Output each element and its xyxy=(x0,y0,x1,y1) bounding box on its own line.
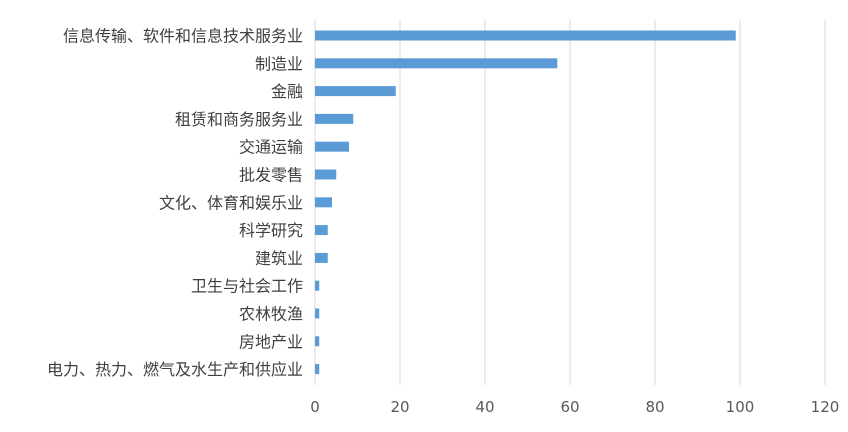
bar-9 xyxy=(315,280,320,291)
bar-1 xyxy=(315,58,558,69)
category-label: 信息传输、软件和信息技术服务业 xyxy=(63,27,303,46)
bar-0 xyxy=(315,30,736,41)
x-tick-labels: 0 20 40 60 80 100 120 xyxy=(310,398,839,416)
x-tick-label: 20 xyxy=(390,398,409,416)
category-label: 批发零售 xyxy=(239,166,303,185)
bar-7 xyxy=(315,225,328,236)
bar-2 xyxy=(315,86,396,97)
bar-5 xyxy=(315,169,337,180)
category-label: 农林牧渔 xyxy=(239,305,303,324)
category-label: 科学研究 xyxy=(239,221,303,240)
x-tick-label: 120 xyxy=(811,398,840,416)
category-labels: 信息传输、软件和信息技术服务业制造业金融租赁和商务服务业交通运输批发零售文化、体… xyxy=(47,27,303,380)
category-label: 房地产业 xyxy=(239,332,303,351)
category-label: 电力、热力、燃气及水生产和供应业 xyxy=(47,360,303,379)
x-tick-label: 100 xyxy=(726,398,755,416)
bars xyxy=(315,30,736,375)
bar-4 xyxy=(315,141,349,152)
gridlines xyxy=(314,20,826,385)
bar-11 xyxy=(315,336,320,347)
bar-6 xyxy=(315,197,332,208)
category-label: 建筑业 xyxy=(255,249,303,268)
category-label: 金融 xyxy=(271,82,303,101)
category-label: 制造业 xyxy=(255,54,303,73)
x-tick-label: 0 xyxy=(310,398,320,416)
bar-10 xyxy=(315,308,320,319)
x-tick-label: 80 xyxy=(645,398,664,416)
bar-8 xyxy=(315,252,328,263)
x-tick-label: 60 xyxy=(560,398,579,416)
category-label: 租赁和商务服务业 xyxy=(175,110,303,129)
category-label: 卫生与社会工作 xyxy=(191,277,303,296)
x-tick-label: 40 xyxy=(475,398,494,416)
bar-12 xyxy=(315,364,320,375)
category-label: 文化、体育和娱乐业 xyxy=(159,193,303,212)
category-label: 交通运输 xyxy=(239,138,303,157)
bar-3 xyxy=(315,113,354,124)
